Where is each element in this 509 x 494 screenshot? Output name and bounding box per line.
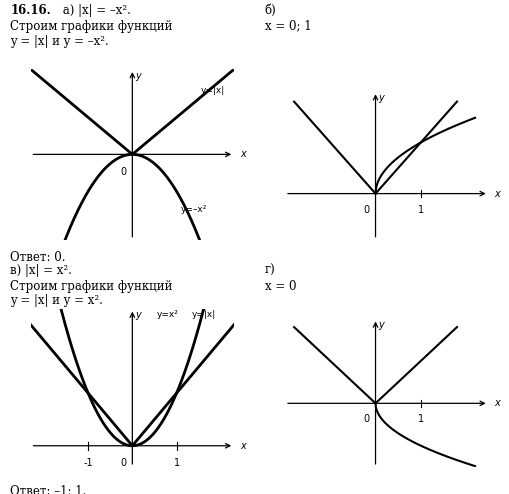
Text: а) |x| = –x².: а) |x| = –x².: [59, 4, 130, 17]
Text: y: y: [135, 310, 141, 320]
Text: x: x: [240, 149, 246, 160]
Text: y=|x|: y=|x|: [192, 310, 216, 319]
Text: в) |x| = x².: в) |x| = x².: [10, 264, 72, 277]
Text: Ответ: 0.: Ответ: 0.: [10, 251, 66, 264]
Text: 0: 0: [120, 457, 126, 468]
Text: 0: 0: [363, 205, 370, 215]
Text: y: y: [135, 71, 141, 81]
Text: б): б): [265, 4, 276, 17]
Text: 1: 1: [418, 414, 424, 424]
Text: x = 0; 1: x = 0; 1: [265, 20, 312, 33]
Text: y = |x| и y = x².: y = |x| и y = x².: [10, 294, 103, 307]
Text: y=–x²: y=–x²: [181, 205, 207, 214]
Text: x: x: [240, 441, 246, 451]
Text: 1: 1: [418, 205, 424, 215]
Text: г): г): [265, 264, 275, 277]
Text: Строим графики функций: Строим графики функций: [10, 20, 173, 33]
Text: x = 0: x = 0: [265, 280, 296, 292]
Text: y=x²: y=x²: [157, 310, 179, 319]
Text: 0: 0: [120, 167, 126, 177]
Text: Строим графики функций: Строим графики функций: [10, 280, 173, 292]
Text: 1: 1: [174, 457, 180, 468]
Text: y = |x| и y = –x².: y = |x| и y = –x².: [10, 35, 109, 47]
Text: 0: 0: [363, 414, 370, 424]
Text: y=|x|: y=|x|: [201, 86, 225, 95]
Text: x: x: [495, 398, 500, 409]
Text: 16.16.: 16.16.: [10, 4, 51, 17]
Text: -1: -1: [83, 457, 93, 468]
Text: y: y: [379, 93, 384, 103]
Text: y: y: [379, 320, 384, 330]
Text: Ответ: –1; 1.: Ответ: –1; 1.: [10, 484, 87, 494]
Text: x: x: [495, 189, 500, 199]
